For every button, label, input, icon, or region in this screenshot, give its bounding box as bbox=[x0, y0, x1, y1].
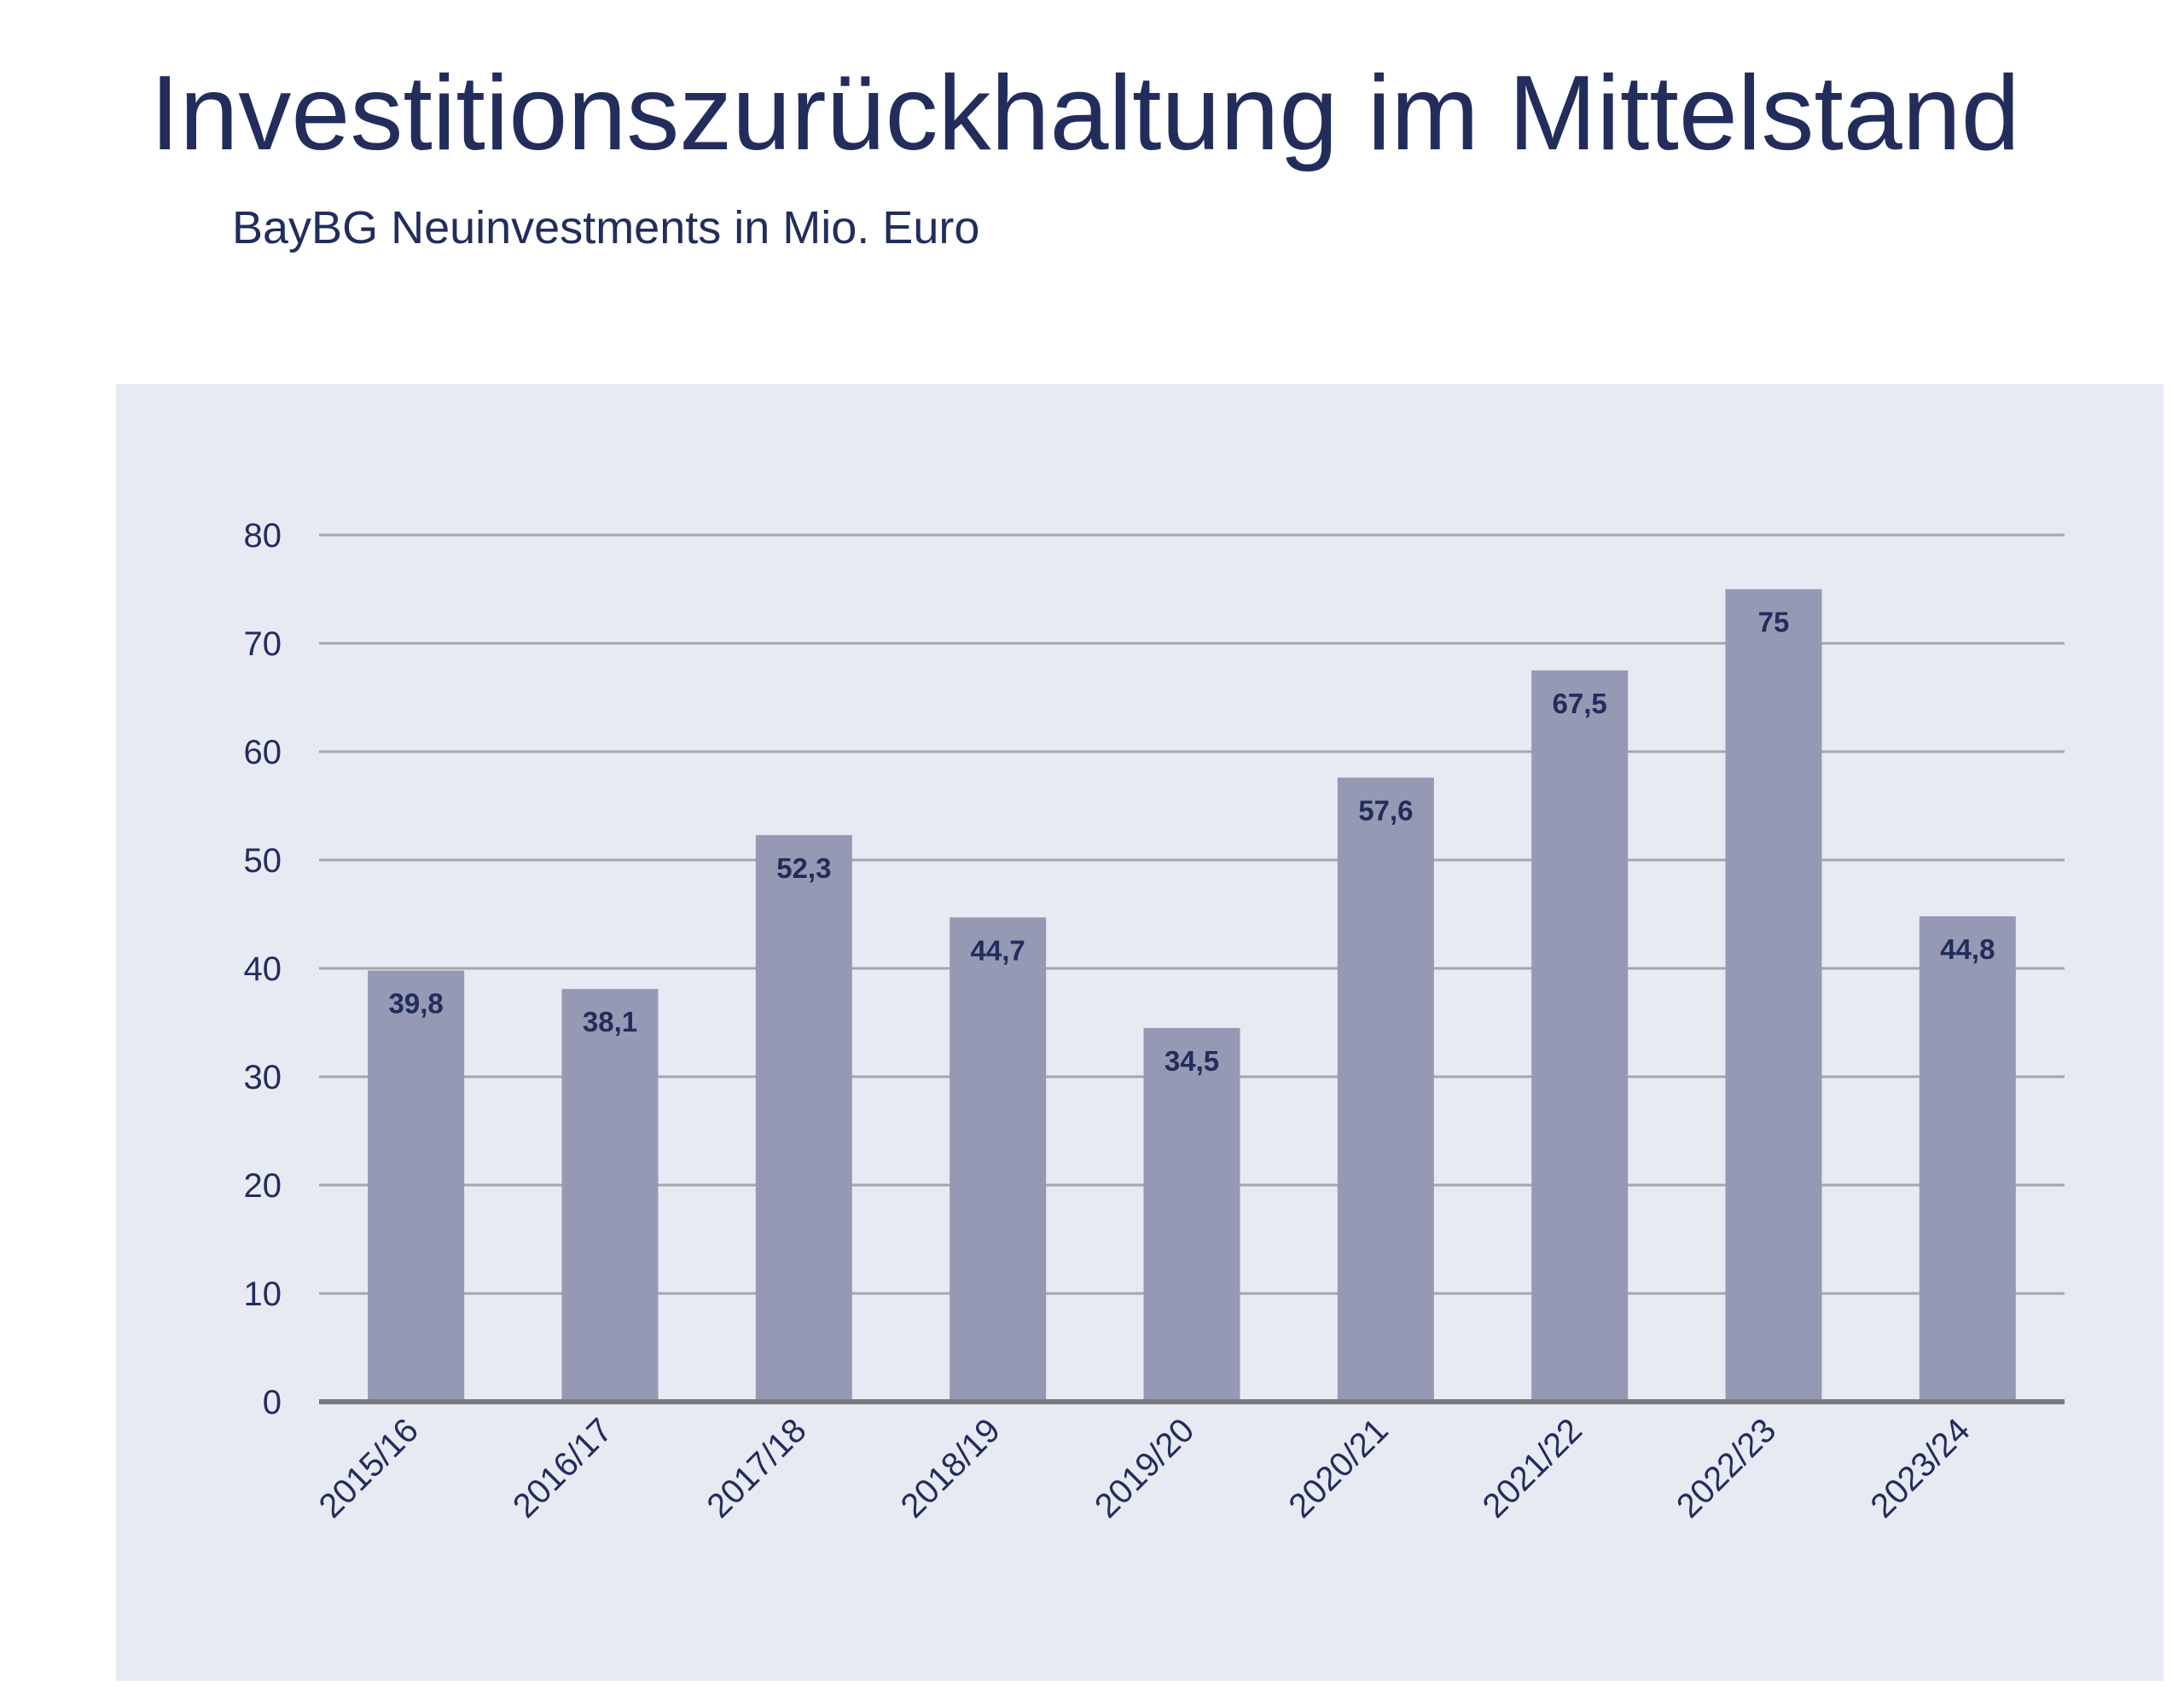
y-tick-label: 40 bbox=[244, 950, 282, 988]
bar bbox=[561, 989, 659, 1402]
y-tick-label: 20 bbox=[244, 1167, 282, 1205]
data-label: 38,1 bbox=[583, 1006, 637, 1037]
bar bbox=[1143, 1027, 1240, 1402]
page-title: Investitionszurückhaltung im Mittelstand bbox=[150, 55, 2020, 172]
y-tick-label: 80 bbox=[244, 517, 282, 555]
bar bbox=[368, 970, 465, 1402]
y-tick-label: 60 bbox=[244, 734, 282, 771]
data-labels: 39,8 38,1 52,3 44,7 34,5 57,6 67,5 75 44,8 bbox=[389, 607, 1995, 1077]
data-label: 39,8 bbox=[389, 988, 444, 1020]
chart-subtitle: BayBG Neuinvestments in Mio. Euro bbox=[232, 202, 980, 253]
y-tick-label: 10 bbox=[244, 1276, 282, 1313]
bar bbox=[1919, 916, 2016, 1402]
data-label: 67,5 bbox=[1553, 688, 1607, 719]
y-tick-label: 30 bbox=[244, 1059, 282, 1096]
data-label: 34,5 bbox=[1165, 1045, 1219, 1077]
bar bbox=[1531, 670, 1629, 1402]
bar bbox=[950, 917, 1047, 1402]
bar bbox=[1725, 589, 1822, 1402]
data-label: 44,7 bbox=[971, 934, 1025, 966]
data-label: 57,6 bbox=[1358, 794, 1413, 826]
y-tick-label: 70 bbox=[244, 625, 282, 663]
data-label: 52,3 bbox=[776, 852, 831, 884]
data-label: 44,8 bbox=[1940, 933, 1995, 965]
bar bbox=[1337, 777, 1434, 1402]
data-label: 75 bbox=[1758, 607, 1790, 638]
bars bbox=[368, 589, 2016, 1402]
y-axis-ticks: 0 10 20 30 40 50 60 70 80 bbox=[244, 517, 282, 1421]
bar bbox=[755, 834, 852, 1402]
y-tick-label: 50 bbox=[244, 842, 282, 880]
y-tick-label: 0 bbox=[263, 1384, 282, 1421]
